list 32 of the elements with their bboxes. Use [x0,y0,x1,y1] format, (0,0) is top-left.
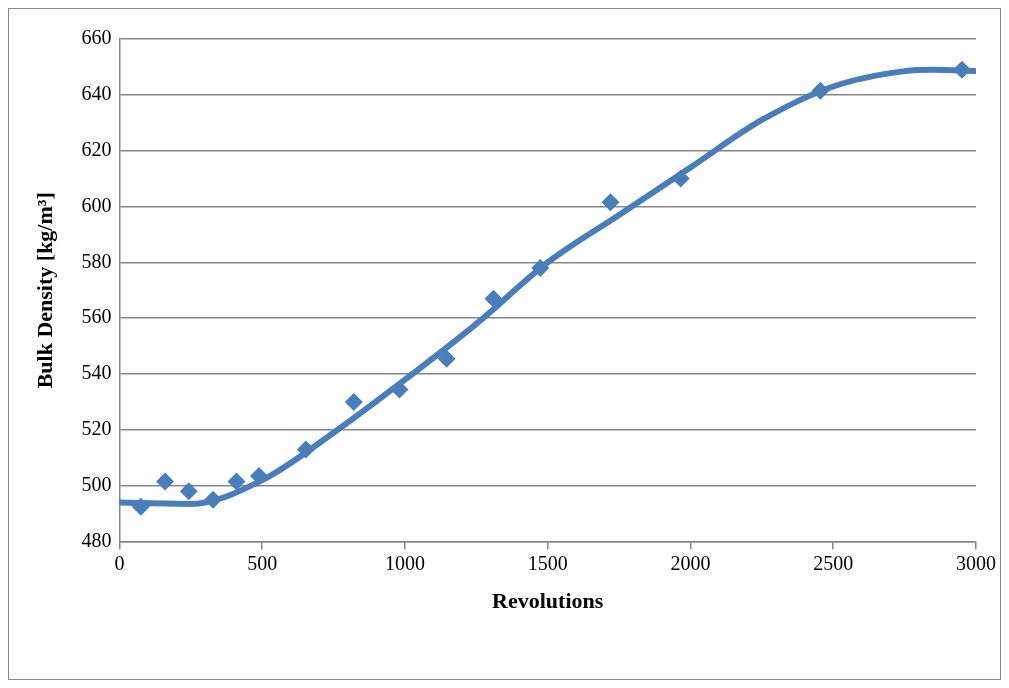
y-tick-label: 660 [81,26,112,49]
point [344,392,363,411]
point [179,482,198,501]
point [156,472,175,491]
point [811,81,830,100]
point [296,440,315,459]
point [531,258,550,277]
y-tick-label: 560 [81,305,112,328]
y-tick-label: 580 [81,249,112,272]
x-tick-label: 1500 [527,551,568,574]
y-axis-title: Bulk Density [kg/m³] [31,192,57,389]
x-tick-label: 2000 [670,551,711,574]
point [484,289,503,308]
y-tick-label: 540 [81,361,112,384]
x-tick-label: 0 [114,551,125,574]
y-tick-label: 620 [81,137,112,160]
point [601,193,620,212]
point [437,349,456,368]
y-tick-label: 640 [81,82,112,105]
y-tick-label: 480 [81,528,112,551]
x-tick-label: 3000 [956,551,996,574]
point [250,466,269,485]
y-tick-label: 600 [81,193,112,216]
point [204,490,223,509]
y-tick-label: 520 [81,417,112,440]
point [131,497,150,516]
point [227,472,246,491]
x-tick-label: 500 [247,551,278,574]
x-axis-title: Revolutions [492,588,604,614]
x-tick-label: 1000 [384,551,425,574]
y-tick-label: 500 [81,473,112,496]
x-tick-label: 2500 [813,551,854,574]
